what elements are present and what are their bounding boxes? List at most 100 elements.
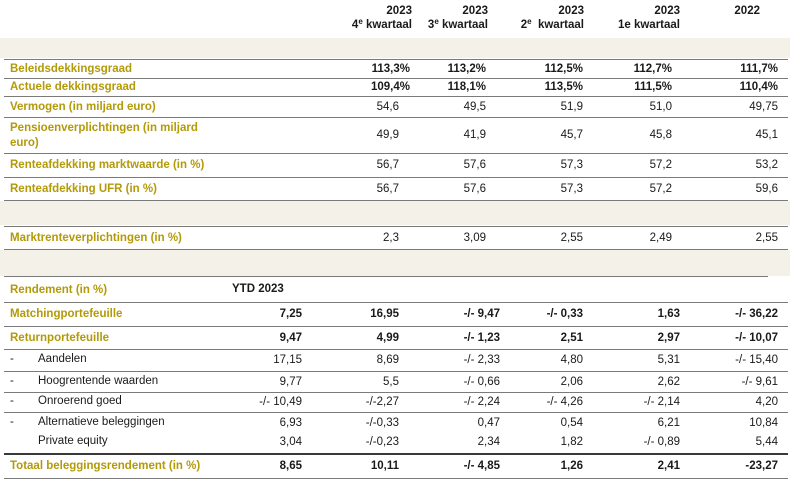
cell: -/- 2,24 [463,396,500,408]
cell: -/- 2,14 [643,396,680,408]
spacer-band [0,250,790,276]
cell: -/- 36,22 [735,308,778,320]
section-title: Rendement (in %) [10,284,108,296]
cell: 5,5 [383,376,399,388]
cell: 59,6 [755,183,778,195]
cell: 2,51 [560,332,583,344]
header-col-q4: 2023 4e kwartaal [300,4,412,32]
cell: -/- 4,26 [546,396,583,408]
row-label: Alternatieve beleggingen [38,416,165,428]
cell: 9,47 [279,332,302,344]
section-header-rendement: Rendement (in %) YTD 2023 [0,281,790,299]
cell: 0,54 [560,417,583,429]
cell: 56,7 [376,183,399,195]
table-row: Renteafdekking UFR (in %) 56,7 57,6 57,3… [0,180,790,198]
cell: 6,21 [657,417,680,429]
cell: 57,2 [649,159,672,171]
cell: 0,47 [477,417,500,429]
cell: 113,2% [447,63,486,75]
cell: 8,69 [376,354,399,366]
cell: -/- 10,49 [259,396,302,408]
cell: 3,04 [279,436,302,448]
cell: 3,09 [463,232,486,244]
cell: -23,27 [745,460,778,472]
cell: 57,6 [463,183,486,195]
cell: 49,75 [749,101,778,113]
table-row: Renteafdekking marktwaarde (in %) 56,7 5… [0,156,790,174]
table-row: Vermogen (in miljard euro) 54,6 49,5 51,… [0,98,790,116]
cell: 5,44 [755,436,778,448]
cell: 112,5% [544,63,583,75]
table-row: - Hoogrentende waarden 9,77 5,5 -/- 0,66… [0,373,790,391]
row-label: Actuele dekkingsgraad [10,81,136,93]
cell: 57,6 [463,159,486,171]
cell: -/- 4,85 [463,460,500,472]
cell: 118,1% [447,81,486,93]
cell: 113,3% [371,63,410,75]
row-label-cont: euro) [10,137,39,149]
cell: 112,7% [633,63,672,75]
table-row: Private equity 3,04 -/-0,23 2,34 1,82 -/… [0,433,790,451]
table-row: Marktrenteverplichtingen (in %) 2,3 3,09… [0,229,790,247]
cell: 9,77 [279,376,302,388]
row-label: Aandelen [38,353,87,365]
cell: 49,5 [463,101,486,113]
cell: 51,9 [560,101,583,113]
header-year: 2023 [462,5,488,17]
cell: 6,93 [279,417,302,429]
cell: -/- 9,61 [741,376,778,388]
cell: -/- 10,07 [735,332,778,344]
cell: 17,15 [273,354,302,366]
cell: -/- 1,23 [463,332,500,344]
divider [4,276,768,277]
header-quarter: 4e kwartaal [351,17,412,32]
cell: 53,2 [755,159,778,171]
cell: 57,3 [560,183,583,195]
divider [4,371,788,372]
cell: 57,3 [560,159,583,171]
cell: 5,31 [657,354,680,366]
cell: 16,95 [370,308,399,320]
divider [4,326,788,327]
cell: 2,55 [755,232,778,244]
cell: -/- 9,47 [463,308,500,320]
cell: 1,82 [560,436,583,448]
total-row: Totaal beleggingsrendement (in %) 8,65 1… [0,457,790,475]
cell: 56,7 [376,159,399,171]
cell: 51,0 [649,101,672,113]
bullet-dash: - [10,395,14,407]
cell: 54,6 [376,101,399,113]
divider [4,59,788,60]
header-col-q3: 2023 3e kwartaal [410,4,488,32]
bullet-dash: - [10,375,14,387]
divider [4,96,788,97]
divider [4,177,788,178]
divider [4,78,788,79]
total-divider [4,453,788,455]
cell: 4,99 [376,332,399,344]
header-col-2022: 2022 [700,4,760,18]
cell: 4,80 [560,354,583,366]
row-label: Beleidsdekkingsgraad [10,63,133,75]
cell: 7,25 [279,308,302,320]
cell: 113,5% [544,81,583,93]
row-label: Renteafdekking UFR (in %) [10,183,157,195]
cell: 2,62 [657,376,680,388]
header-year: 2023 [654,5,680,17]
cell: 45,8 [649,129,672,141]
header-quarter: 3e kwartaal [427,17,488,32]
header-year: 2022 [734,5,760,17]
cell: -/- 0,89 [643,436,680,448]
table-row: - Alternatieve beleggingen 6,93 -/-0,33 … [0,414,790,432]
cell: 2,34 [477,436,500,448]
divider [4,153,788,154]
header-year: 2023 [558,5,584,17]
cell: 45,1 [755,129,778,141]
cell: 8,65 [279,460,302,472]
table-row: Matchingportefeuille 7,25 16,95 -/- 9,47… [0,305,790,323]
bullet-dash: - [10,416,14,428]
row-label: Pensioenverplichtingen (in miljard [10,122,198,134]
table-row: Beleidsdekkingsgraad 113,3% 113,2% 112,5… [0,61,790,77]
table-row: - Onroerend goed -/- 10,49 -/-2,27 -/- 2… [0,393,790,411]
